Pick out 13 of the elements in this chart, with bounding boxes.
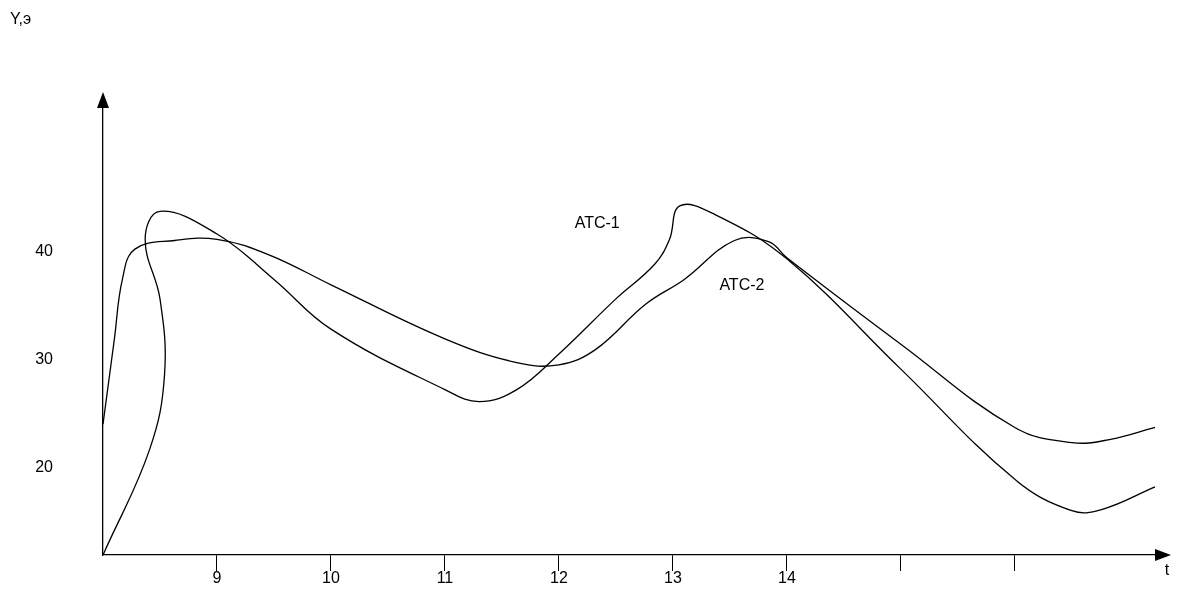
y-tick-label: 30: [35, 349, 54, 367]
x-tick-label: 14: [777, 569, 796, 587]
x-axis-title: t: [1164, 561, 1170, 579]
y-tick-label: 40: [35, 241, 54, 259]
x-tick-label: 12: [550, 569, 568, 587]
y-axis-title: Y,э: [10, 10, 32, 28]
x-tick-label: 10: [322, 569, 340, 587]
x-tick-label: 9: [212, 569, 222, 587]
series-label: АТС-2: [719, 275, 765, 293]
text: АТС-1: [574, 214, 620, 232]
x-tick-label: 11: [436, 569, 454, 587]
y-tick-label: 20: [35, 457, 54, 475]
x-tick-label: 13: [663, 569, 682, 587]
